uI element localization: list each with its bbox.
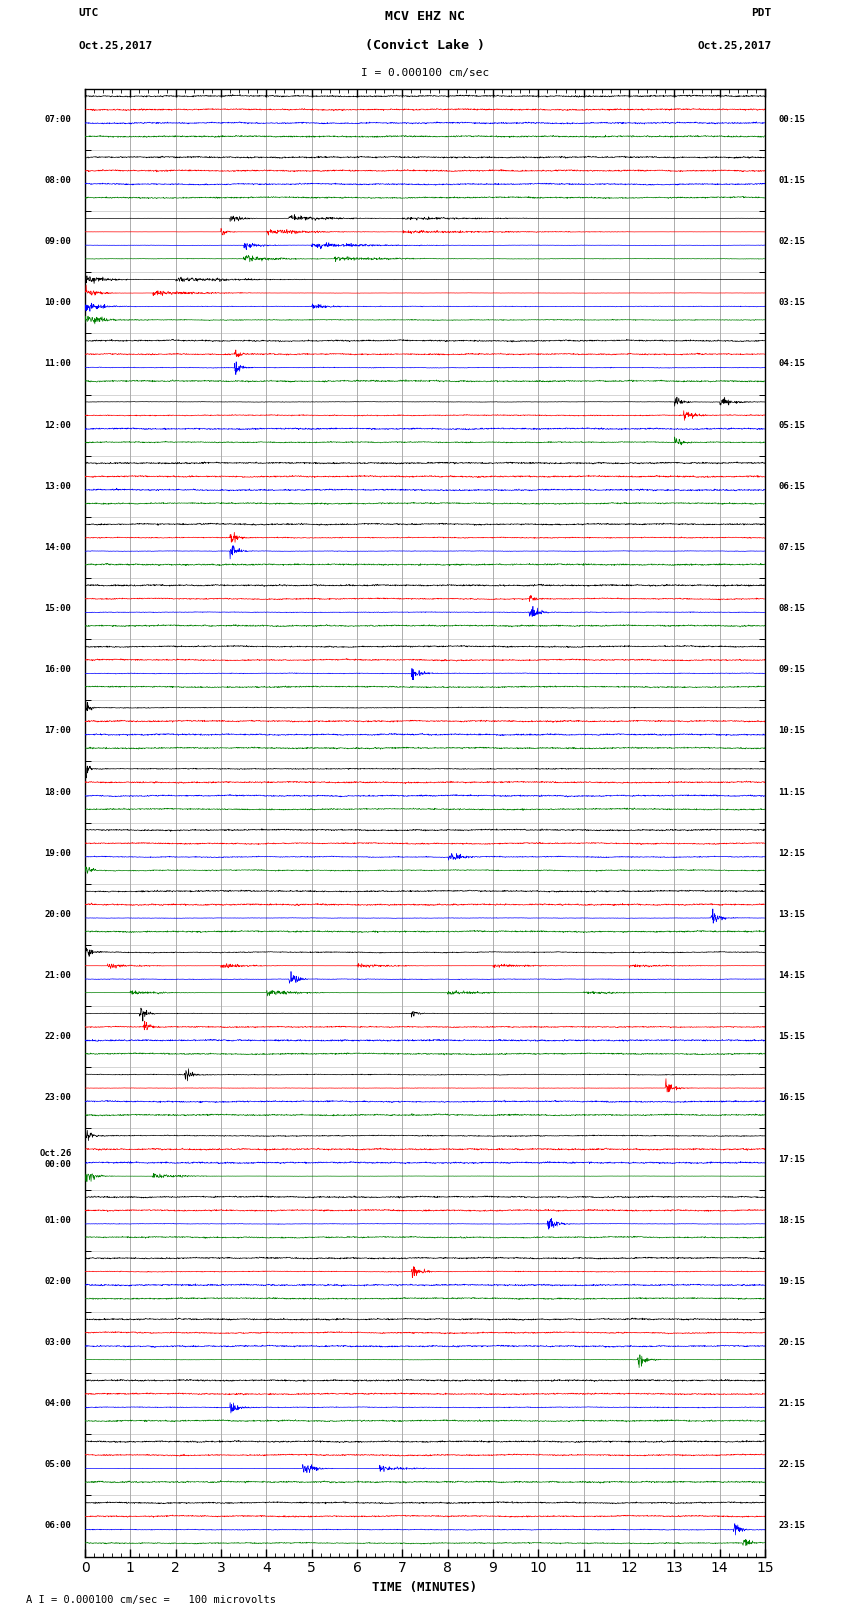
Text: 07:00: 07:00	[44, 115, 71, 124]
Text: 01:00: 01:00	[44, 1216, 71, 1224]
Text: 01:15: 01:15	[779, 176, 806, 185]
Text: 12:00: 12:00	[44, 421, 71, 429]
Text: 17:00: 17:00	[44, 726, 71, 736]
Text: 22:00: 22:00	[44, 1032, 71, 1040]
Text: 05:00: 05:00	[44, 1460, 71, 1469]
Text: 11:15: 11:15	[779, 787, 806, 797]
Text: 03:15: 03:15	[779, 298, 806, 306]
Text: 19:15: 19:15	[779, 1277, 806, 1286]
Text: 12:15: 12:15	[779, 848, 806, 858]
Text: 13:15: 13:15	[779, 910, 806, 919]
Text: 06:15: 06:15	[779, 482, 806, 490]
Text: 02:00: 02:00	[44, 1277, 71, 1286]
Text: 05:15: 05:15	[779, 421, 806, 429]
Text: Oct.26
00:00: Oct.26 00:00	[39, 1150, 71, 1169]
Text: 16:15: 16:15	[779, 1094, 806, 1102]
Text: 09:00: 09:00	[44, 237, 71, 247]
Text: 11:00: 11:00	[44, 360, 71, 368]
Text: A I = 0.000100 cm/sec =   100 microvolts: A I = 0.000100 cm/sec = 100 microvolts	[26, 1595, 275, 1605]
Text: 23:15: 23:15	[779, 1521, 806, 1531]
Text: 18:00: 18:00	[44, 787, 71, 797]
Text: 17:15: 17:15	[779, 1155, 806, 1163]
Text: 19:00: 19:00	[44, 848, 71, 858]
Text: 15:15: 15:15	[779, 1032, 806, 1040]
Text: 00:15: 00:15	[779, 115, 806, 124]
Text: 20:00: 20:00	[44, 910, 71, 919]
Text: 14:00: 14:00	[44, 544, 71, 552]
X-axis label: TIME (MINUTES): TIME (MINUTES)	[372, 1581, 478, 1594]
Text: 04:00: 04:00	[44, 1398, 71, 1408]
Text: 04:15: 04:15	[779, 360, 806, 368]
Text: 10:00: 10:00	[44, 298, 71, 306]
Text: 06:00: 06:00	[44, 1521, 71, 1531]
Text: 16:00: 16:00	[44, 665, 71, 674]
Text: 21:15: 21:15	[779, 1398, 806, 1408]
Text: 18:15: 18:15	[779, 1216, 806, 1224]
Text: I = 0.000100 cm/sec: I = 0.000100 cm/sec	[361, 68, 489, 79]
Text: (Convict Lake ): (Convict Lake )	[365, 39, 485, 52]
Text: 08:00: 08:00	[44, 176, 71, 185]
Text: 20:15: 20:15	[779, 1339, 806, 1347]
Text: 03:00: 03:00	[44, 1339, 71, 1347]
Text: 07:15: 07:15	[779, 544, 806, 552]
Text: MCV EHZ NC: MCV EHZ NC	[385, 10, 465, 23]
Text: 08:15: 08:15	[779, 605, 806, 613]
Text: 22:15: 22:15	[779, 1460, 806, 1469]
Text: 23:00: 23:00	[44, 1094, 71, 1102]
Text: UTC: UTC	[78, 8, 99, 18]
Text: Oct.25,2017: Oct.25,2017	[78, 40, 152, 50]
Text: 09:15: 09:15	[779, 665, 806, 674]
Text: 14:15: 14:15	[779, 971, 806, 981]
Text: Oct.25,2017: Oct.25,2017	[698, 40, 772, 50]
Text: 10:15: 10:15	[779, 726, 806, 736]
Text: 15:00: 15:00	[44, 605, 71, 613]
Text: 02:15: 02:15	[779, 237, 806, 247]
Text: PDT: PDT	[751, 8, 772, 18]
Text: 21:00: 21:00	[44, 971, 71, 981]
Text: 13:00: 13:00	[44, 482, 71, 490]
